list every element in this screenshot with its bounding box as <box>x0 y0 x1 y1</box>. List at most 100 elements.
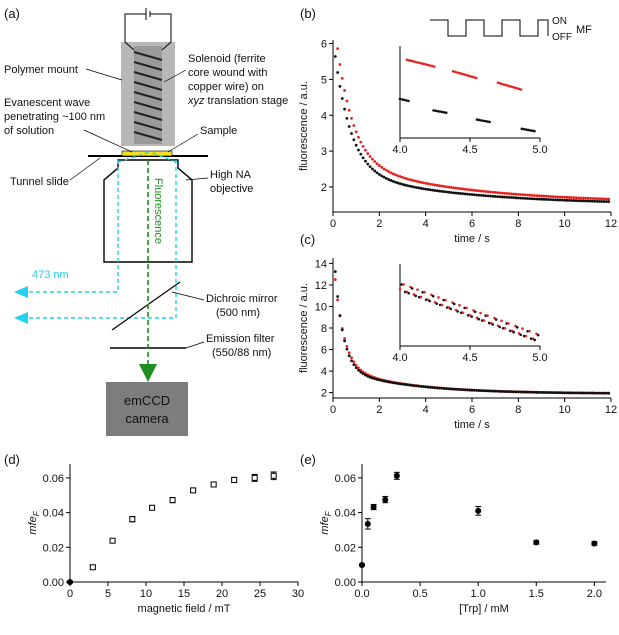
data-point-black <box>461 388 465 392</box>
inset-x-tick-label: 4.0 <box>392 352 407 364</box>
data-point-red <box>338 63 342 66</box>
chart-panel-d: 0 5 10 15 20 25 30 0.00 0.02 0.04 0.06 magnetic fie… <box>27 464 304 615</box>
inset-point-black <box>477 118 481 122</box>
inset-point-red <box>409 59 413 63</box>
data-point-black <box>579 199 583 203</box>
data-point-black <box>537 390 541 394</box>
data-point-black <box>426 385 430 389</box>
inset-x-tick-label: 5.0 <box>532 352 547 364</box>
data-point-black <box>505 390 509 393</box>
camera-label-1: emCCD <box>124 393 170 408</box>
panel-label-e: (e) <box>300 452 316 467</box>
data-point-red <box>459 187 462 191</box>
data-point-black <box>354 143 358 147</box>
data-point-red <box>581 196 585 200</box>
data-point-red <box>364 148 367 152</box>
inset-point-black <box>522 334 526 338</box>
inset-point-red <box>503 83 506 86</box>
data-point-black <box>489 389 492 393</box>
data-point-black <box>433 189 437 192</box>
inset-point-black <box>528 129 532 132</box>
data-point-black <box>563 198 567 202</box>
data-point-black <box>591 199 594 203</box>
data-point-black <box>551 198 555 202</box>
data-point-black <box>391 179 395 183</box>
inset-point-red <box>422 62 426 66</box>
data-point-black <box>477 389 481 392</box>
data-point-red <box>421 181 425 185</box>
inset-point-black <box>480 319 484 322</box>
data-point-black <box>424 385 428 389</box>
data-point-red <box>503 191 506 195</box>
data-point-black <box>368 165 372 169</box>
panel-label-a: (a) <box>4 6 20 21</box>
data-point-red <box>549 195 553 198</box>
inset-point-black <box>421 290 424 294</box>
data-point-black <box>438 386 441 390</box>
data-point-black <box>421 385 425 389</box>
data-point-red <box>447 185 451 189</box>
data-point-red <box>452 186 455 190</box>
data-point-red <box>345 99 349 103</box>
excitation-beam <box>22 151 177 319</box>
inset-point-black <box>473 310 477 314</box>
data-point-black <box>577 391 580 395</box>
data-point-red <box>607 197 611 201</box>
data-point-black <box>405 184 409 187</box>
data-point-black <box>431 188 435 192</box>
x-tick-label: 12 <box>605 218 617 230</box>
y-tick-label: 3 <box>321 146 327 158</box>
data-point-red <box>343 89 346 92</box>
data-point-black <box>537 197 541 201</box>
inset-point-black <box>407 291 410 295</box>
data-point-red <box>415 179 418 183</box>
inset-point-black <box>487 321 491 325</box>
data-point-black <box>493 389 497 393</box>
data-point-red <box>412 179 416 183</box>
inset-point-black <box>431 294 435 298</box>
data-point-black <box>449 191 453 194</box>
data-point-black <box>394 180 397 184</box>
data-point <box>364 520 371 527</box>
data-point-black <box>359 370 363 374</box>
data-point-black <box>470 193 474 196</box>
data-point-red <box>403 176 407 180</box>
data-point-black <box>491 389 495 393</box>
data-point-black <box>377 378 381 382</box>
data-point-red <box>491 190 495 194</box>
inset-point-red <box>398 287 402 291</box>
data-point-black <box>503 195 506 199</box>
data-point-black <box>461 192 465 196</box>
inset-point-black <box>531 129 534 133</box>
data-point-black <box>338 85 342 88</box>
data-point-black <box>415 186 418 189</box>
data-point-black <box>417 384 421 388</box>
panel-label-c: (c) <box>300 232 315 247</box>
x-tick-label: 6 <box>469 218 475 230</box>
x-tick-label: 10 <box>559 404 571 416</box>
data-point-black <box>519 390 523 394</box>
inset-point-black <box>519 333 522 337</box>
data-point-black <box>419 385 423 388</box>
data-point-red <box>535 194 539 198</box>
data-point-black <box>387 380 390 384</box>
data-point-red <box>477 189 481 193</box>
inset-point-red <box>507 84 510 88</box>
data-point-black <box>468 192 472 196</box>
data-point-red <box>394 173 397 177</box>
inset-point-red <box>462 73 466 76</box>
data-point-red <box>359 368 363 372</box>
inset-point-black <box>452 302 456 306</box>
data-point-black <box>512 390 516 394</box>
data-point-black <box>361 156 365 160</box>
data-point-black <box>547 198 550 201</box>
inset-point-red <box>451 70 455 73</box>
inset-point-red <box>509 85 512 88</box>
data-point-black <box>570 199 574 202</box>
data-point-red <box>445 185 448 189</box>
data-point-red <box>375 162 379 166</box>
inset-point-black <box>414 294 417 298</box>
polymer-mount-label: Polymer mount <box>4 64 78 76</box>
data-point-red <box>410 178 414 182</box>
data-point-black <box>574 391 578 395</box>
